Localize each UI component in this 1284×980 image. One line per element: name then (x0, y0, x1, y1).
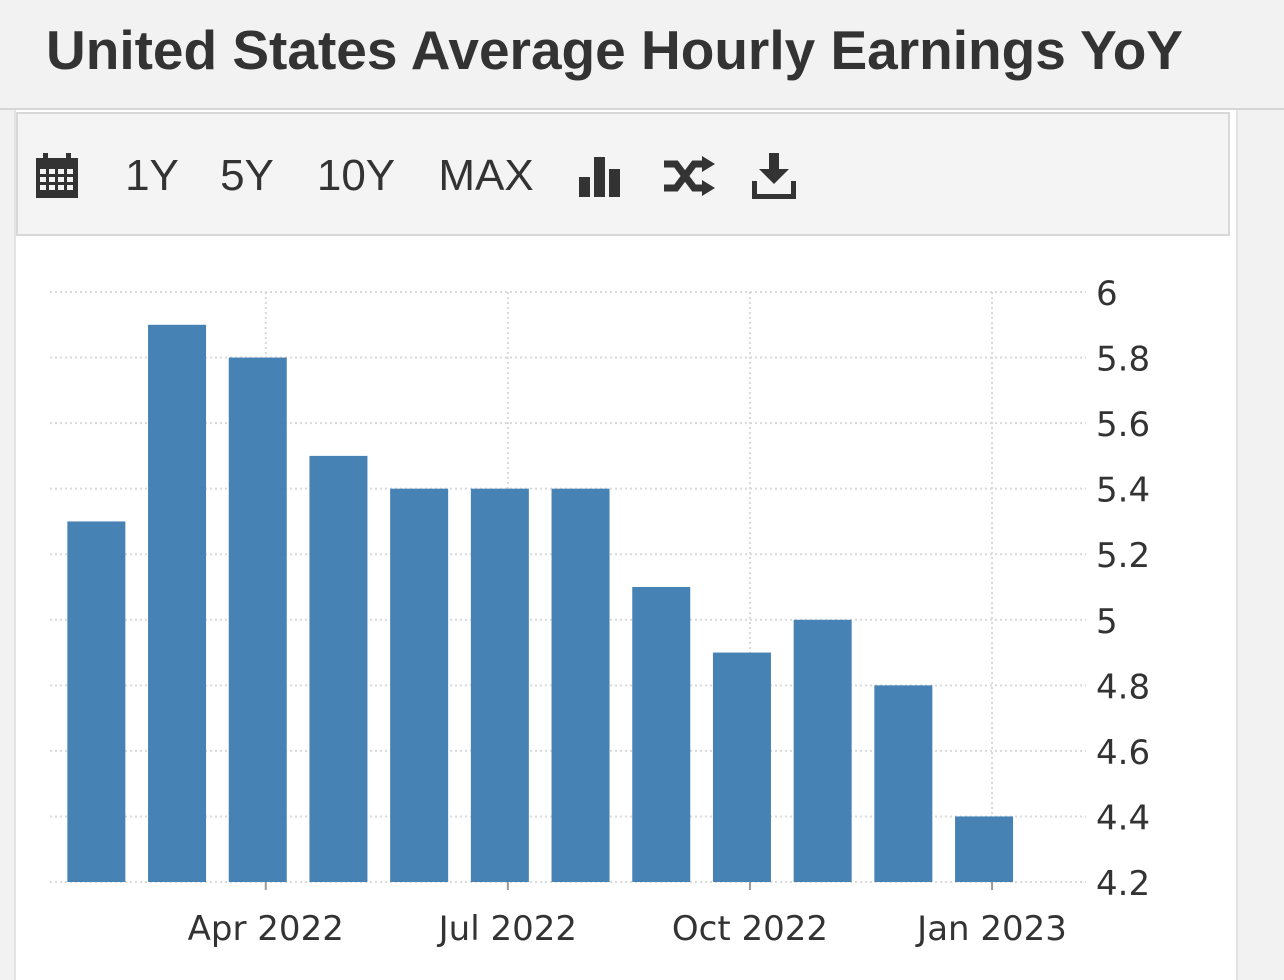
bar[interactable] (309, 455, 368, 882)
bar-chart-icon-svg (579, 157, 620, 197)
y-tick-label: 5.6 (1096, 405, 1150, 445)
range-10y-button[interactable]: 10Y (316, 151, 396, 200)
bar[interactable] (955, 816, 1014, 882)
bar[interactable] (228, 357, 287, 882)
y-tick-label: 5.8 (1096, 340, 1150, 380)
bar-chart: 6 5.8 5.6 5.4 5.2 5 4.8 4.6 4.4 4.2 Apr 2022 Jul 2… (50, 274, 1150, 949)
bars (67, 324, 1014, 882)
y-tick-label: 4.2 (1096, 864, 1150, 904)
y-tick-label: 4.8 (1096, 667, 1150, 707)
page-title: United States Average Hourly Earnings Yo… (46, 19, 1183, 81)
y-tick-label: 5.2 (1096, 536, 1150, 576)
bar[interactable] (551, 488, 610, 882)
bar[interactable] (67, 521, 126, 882)
bar[interactable] (390, 488, 449, 882)
x-tick-label: Oct 2022 (672, 909, 828, 949)
x-axis-ticks: Apr 2022 Jul 2022 Oct 2022 Jan 2023 (188, 882, 1067, 949)
bar[interactable] (148, 324, 207, 882)
x-tick-label: Jul 2022 (437, 909, 577, 949)
y-tick-label: 4.6 (1096, 733, 1150, 773)
download-icon[interactable] (750, 114, 798, 238)
x-tick-label: Jan 2023 (915, 909, 1067, 949)
title-bar: United States Average Hourly Earnings Yo… (0, 0, 1284, 110)
bar[interactable] (712, 652, 771, 882)
y-axis-ticks: 6 5.8 5.6 5.4 5.2 5 4.8 4.6 4.4 4.2 (1096, 274, 1150, 904)
y-tick-label: 4.4 (1096, 798, 1150, 838)
y-tick-label: 5.4 (1096, 471, 1150, 511)
range-max-button[interactable]: MAX (438, 151, 534, 200)
bar[interactable] (874, 685, 933, 882)
download-icon-svg (752, 153, 796, 199)
bar[interactable] (793, 619, 852, 882)
y-tick-label: 6 (1096, 274, 1118, 314)
calendar-icon[interactable] (34, 114, 80, 238)
chart-toolbar: 1Y 5Y 10Y MAX (16, 112, 1230, 236)
chart-area: 6 5.8 5.6 5.4 5.2 5 4.8 4.6 4.4 4.2 Apr 2022 Jul 2… (16, 238, 1230, 972)
shuffle-icon-svg (664, 156, 715, 196)
bar[interactable] (470, 488, 529, 882)
calendar-icon-svg (36, 153, 78, 198)
y-tick-label: 5 (1096, 602, 1118, 642)
bar[interactable] (632, 587, 691, 882)
x-tick-label: Apr 2022 (188, 909, 344, 949)
range-5y-button[interactable]: 5Y (220, 151, 274, 200)
range-1y-button[interactable]: 1Y (125, 151, 179, 200)
shuffle-icon[interactable] (660, 114, 718, 238)
bar-chart-icon[interactable] (576, 114, 624, 238)
